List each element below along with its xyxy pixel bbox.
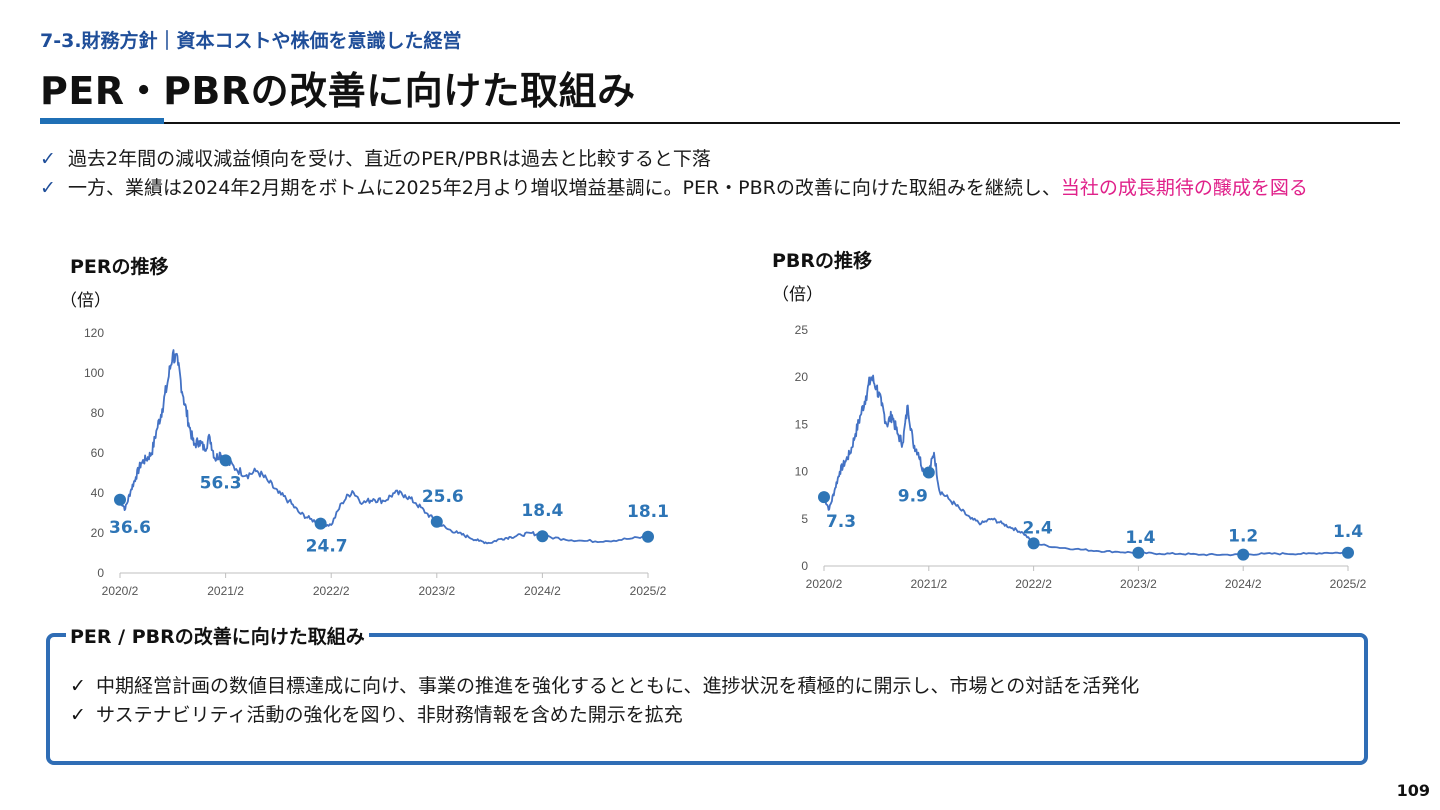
per-chart: 0 20 40 60 80 100 120 2020/2 2021/2 2022/2 2023/2 2… xyxy=(84,326,669,598)
per-ytick-label: 0 xyxy=(97,566,104,580)
initiative-text: サステナビリティ活動の強化を図り、非財務情報を含めた開示を拡充 xyxy=(96,704,683,726)
bullet-text: 過去2年間の減収減益傾向を受け、直近のPER/PBRは過去と比較すると下落 xyxy=(68,148,711,170)
pbr-marker xyxy=(818,491,830,504)
pbr-ytick-label: 0 xyxy=(801,559,808,573)
per-ytick-label: 20 xyxy=(91,526,105,540)
initiatives-box xyxy=(46,633,1368,765)
bullet-highlight: 当社の成長期待の醸成を図る xyxy=(1060,177,1308,199)
pbr-unit-label: （倍） xyxy=(772,285,823,305)
pbr-series-line xyxy=(823,374,1349,557)
pbr-marker xyxy=(922,466,935,479)
pbr-xtick-label: 2020/2 xyxy=(806,577,843,591)
pbr-data-label: 1.4 xyxy=(1125,528,1155,548)
pbr-xtick-label: 2022/2 xyxy=(1015,577,1052,591)
initiatives-title: PER / PBRの改善に向けた取組み xyxy=(66,622,369,649)
section-label: 7-3.財務方針｜資本コストや株価を意識した経営 xyxy=(40,30,462,52)
pbr-ytick-label: 15 xyxy=(795,417,809,431)
per-xtick-label: 2024/2 xyxy=(524,584,561,598)
per-xtick-label: 2020/2 xyxy=(102,584,139,598)
pbr-xtick-label: 2025/2 xyxy=(1330,577,1367,591)
per-marker xyxy=(314,517,327,530)
per-series-line xyxy=(119,349,649,545)
title-divider xyxy=(40,122,1400,124)
page-number: 109 xyxy=(1396,781,1430,800)
per-xtick-label: 2021/2 xyxy=(207,584,244,598)
per-ytick-label: 80 xyxy=(91,406,105,420)
per-marker xyxy=(114,493,126,506)
initiative-text: 中期経営計画の数値目標達成に向け、事業の推進を強化するとともに、進捗状況を積極的… xyxy=(96,675,1140,697)
per-ytick-label: 40 xyxy=(91,486,105,500)
pbr-data-label: 9.9 xyxy=(898,487,928,507)
title-accent-bar xyxy=(40,118,164,124)
initiative-item-1: ✓ 中期経営計画の数値目標達成に向け、事業の推進を強化するとともに、進捗状況を積… xyxy=(70,672,1139,701)
per-data-label: 18.1 xyxy=(627,502,669,522)
per-xtick-label: 2025/2 xyxy=(630,584,667,598)
per-chart-title: PERの推移 xyxy=(70,256,169,278)
pbr-marker xyxy=(1027,537,1040,550)
check-icon: ✓ xyxy=(40,148,56,170)
summary-bullet-2: ✓ 一方、業績は2024年2月期をボトムに2025年2月より増収増益基調に。PE… xyxy=(40,174,1400,203)
pbr-marker xyxy=(1237,548,1250,561)
summary-bullets: ✓ 過去2年間の減収減益傾向を受け、直近のPER/PBRは過去と比較すると下落 … xyxy=(40,145,1400,203)
pbr-data-label: 1.4 xyxy=(1333,522,1363,542)
initiatives-list: ✓ 中期経営計画の数値目標達成に向け、事業の推進を強化するとともに、進捗状況を積… xyxy=(70,672,1139,730)
summary-bullet-1: ✓ 過去2年間の減収減益傾向を受け、直近のPER/PBRは過去と比較すると下落 xyxy=(40,145,1400,174)
bullet-text: 一方、業績は2024年2月期をボトムに2025年2月より増収増益基調に。PER・… xyxy=(68,177,1061,199)
per-ytick-label: 60 xyxy=(91,446,105,460)
per-data-label: 24.7 xyxy=(306,537,348,557)
per-xtick-label: 2022/2 xyxy=(313,584,350,598)
initiative-item-2: ✓ サステナビリティ活動の強化を図り、非財務情報を含めた開示を拡充 xyxy=(70,701,1139,730)
pbr-data-label: 1.2 xyxy=(1228,527,1258,547)
per-ytick-label: 100 xyxy=(84,366,104,380)
per-data-label: 25.6 xyxy=(422,487,464,507)
per-data-label: 18.4 xyxy=(521,501,563,521)
per-data-label: 56.3 xyxy=(200,473,242,493)
check-icon: ✓ xyxy=(70,704,86,726)
pbr-xtick-label: 2024/2 xyxy=(1225,577,1262,591)
pbr-ytick-label: 25 xyxy=(795,323,809,337)
check-icon: ✓ xyxy=(70,675,86,697)
page-title: PER・PBRの改善に向けた取組み xyxy=(40,69,636,113)
pbr-chart-title: PBRの推移 xyxy=(772,250,873,272)
pbr-ytick-label: 20 xyxy=(795,370,809,384)
pbr-chart: 0 5 10 15 20 25 2020/2 2021/2 2022/2 2023/2 2024/2… xyxy=(795,323,1367,591)
pbr-marker xyxy=(1132,546,1145,559)
per-marker xyxy=(536,530,549,543)
per-marker xyxy=(430,515,443,528)
pbr-data-label: 2.4 xyxy=(1023,518,1053,538)
per-xtick-label: 2023/2 xyxy=(418,584,455,598)
pbr-ytick-label: 10 xyxy=(795,465,809,479)
per-data-label: 36.6 xyxy=(109,518,151,538)
per-marker xyxy=(219,454,232,467)
per-ytick-label: 120 xyxy=(84,326,104,340)
check-icon: ✓ xyxy=(40,177,56,199)
pbr-data-label: 7.3 xyxy=(826,512,856,532)
per-unit-label: （倍） xyxy=(60,291,111,311)
pbr-xtick-label: 2023/2 xyxy=(1120,577,1157,591)
pbr-ytick-label: 5 xyxy=(801,512,808,526)
per-marker xyxy=(642,530,654,543)
pbr-xtick-label: 2021/2 xyxy=(910,577,947,591)
pbr-marker xyxy=(1342,546,1354,559)
